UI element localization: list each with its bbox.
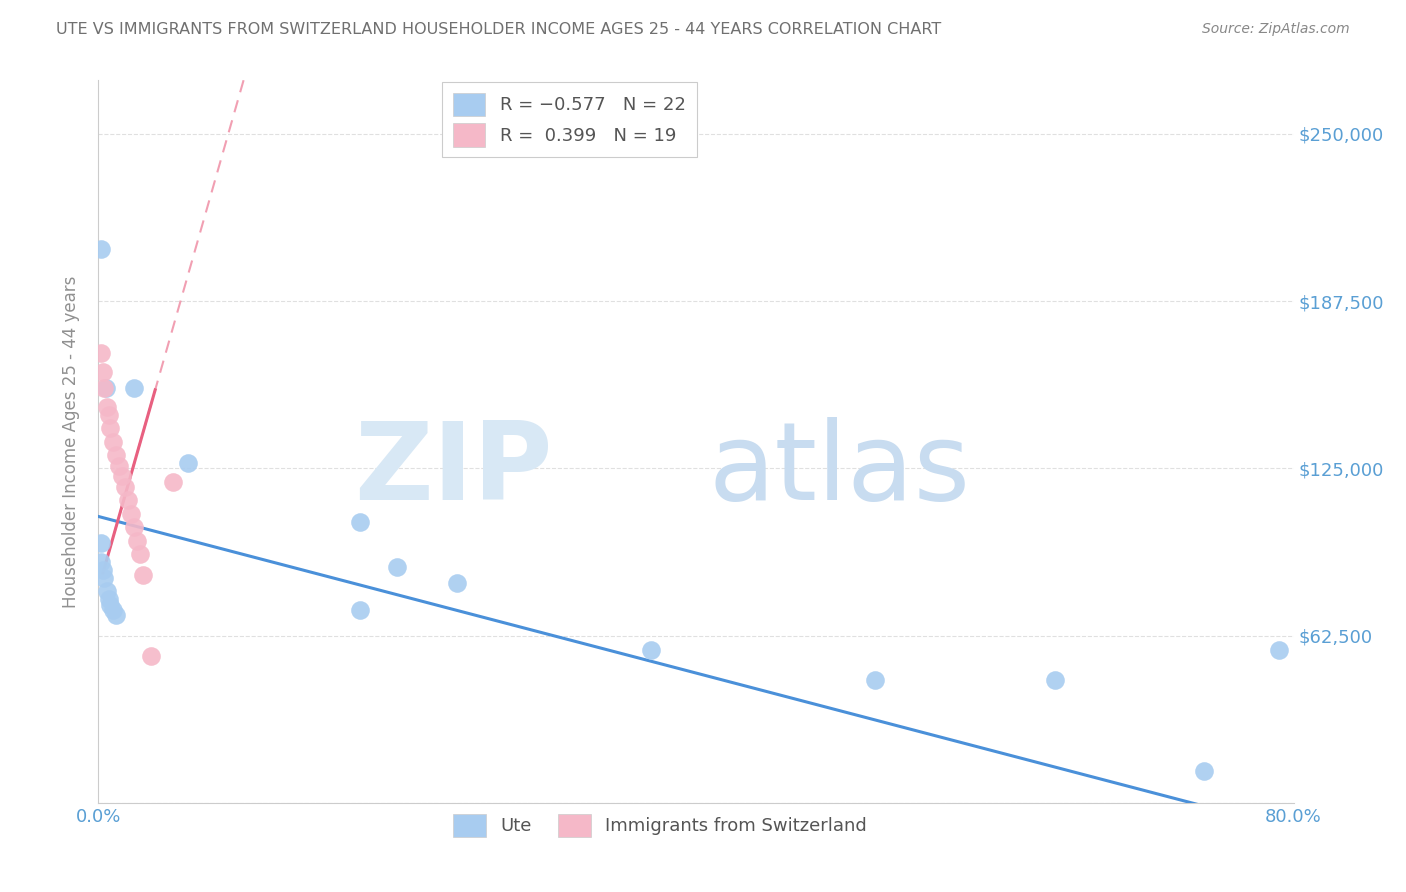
Point bbox=[98, 598, 122, 612]
Text: UTE VS IMMIGRANTS FROM SWITZERLAND HOUSEHOLDER INCOME AGES 25 - 44 YEARS CORRELA: UTE VS IMMIGRANTS FROM SWITZERLAND HOUSE… bbox=[56, 22, 942, 37]
Point bbox=[385, 560, 409, 574]
Point bbox=[105, 608, 128, 623]
Point bbox=[132, 568, 155, 582]
Point bbox=[114, 480, 136, 494]
Point bbox=[96, 400, 118, 414]
Point bbox=[446, 576, 468, 591]
Text: atlas: atlas bbox=[709, 417, 970, 524]
Point bbox=[98, 421, 122, 435]
Point bbox=[865, 673, 887, 687]
Point bbox=[91, 365, 114, 379]
Point bbox=[90, 536, 112, 550]
Point bbox=[640, 643, 662, 657]
Point bbox=[129, 547, 152, 561]
Point bbox=[177, 456, 200, 470]
Point bbox=[1192, 764, 1215, 778]
Point bbox=[93, 571, 115, 585]
Point bbox=[97, 408, 120, 422]
Point bbox=[349, 515, 371, 529]
Legend: Ute, Immigrants from Switzerland: Ute, Immigrants from Switzerland bbox=[446, 806, 875, 845]
Point bbox=[93, 381, 115, 395]
Point bbox=[111, 469, 134, 483]
Point bbox=[103, 434, 125, 449]
Point bbox=[124, 381, 146, 395]
Point bbox=[349, 603, 371, 617]
Point bbox=[97, 592, 120, 607]
Text: Source: ZipAtlas.com: Source: ZipAtlas.com bbox=[1202, 22, 1350, 37]
Point bbox=[108, 458, 131, 473]
Point bbox=[90, 346, 112, 360]
Point bbox=[120, 507, 142, 521]
Y-axis label: Householder Income Ages 25 - 44 years: Householder Income Ages 25 - 44 years bbox=[62, 276, 80, 607]
Text: ZIP: ZIP bbox=[354, 417, 553, 524]
Point bbox=[103, 603, 125, 617]
Point bbox=[127, 533, 149, 548]
Point bbox=[162, 475, 184, 489]
Point bbox=[105, 448, 128, 462]
Point bbox=[90, 555, 112, 569]
Point bbox=[90, 242, 112, 256]
Point bbox=[94, 381, 117, 395]
Point bbox=[1267, 643, 1289, 657]
Point bbox=[139, 648, 162, 663]
Point bbox=[1043, 673, 1066, 687]
Point bbox=[91, 563, 114, 577]
Point bbox=[96, 584, 118, 599]
Point bbox=[124, 520, 146, 534]
Point bbox=[117, 493, 139, 508]
